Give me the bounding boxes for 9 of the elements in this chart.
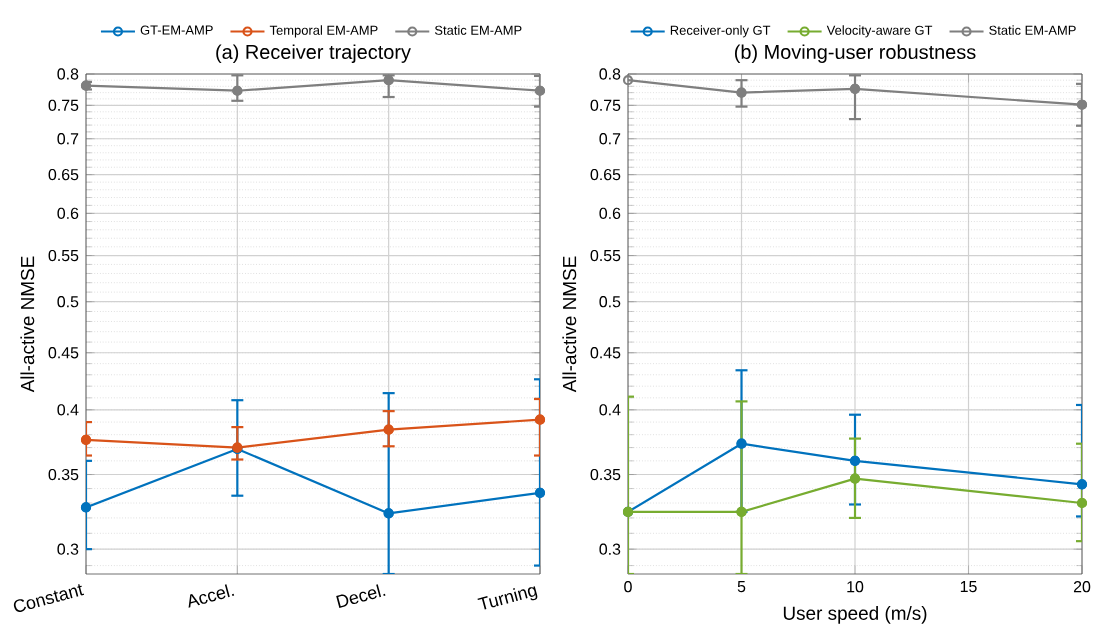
y-axis-title: All-active NMSE	[20, 256, 35, 393]
x-tick-label: Accel.	[188, 584, 235, 608]
x-tick-label: Decel.	[336, 584, 386, 608]
chart-title: (a) Receiver trajectory	[216, 44, 411, 63]
x-axis-title: User speed (m/s)	[783, 606, 927, 624]
x-tick-label: Constant	[13, 584, 85, 612]
chart-title: (b) Moving-user robustness	[735, 44, 976, 63]
x-tick-label: Turning	[477, 586, 538, 610]
y-axis-title: All-active NMSE	[562, 256, 577, 393]
